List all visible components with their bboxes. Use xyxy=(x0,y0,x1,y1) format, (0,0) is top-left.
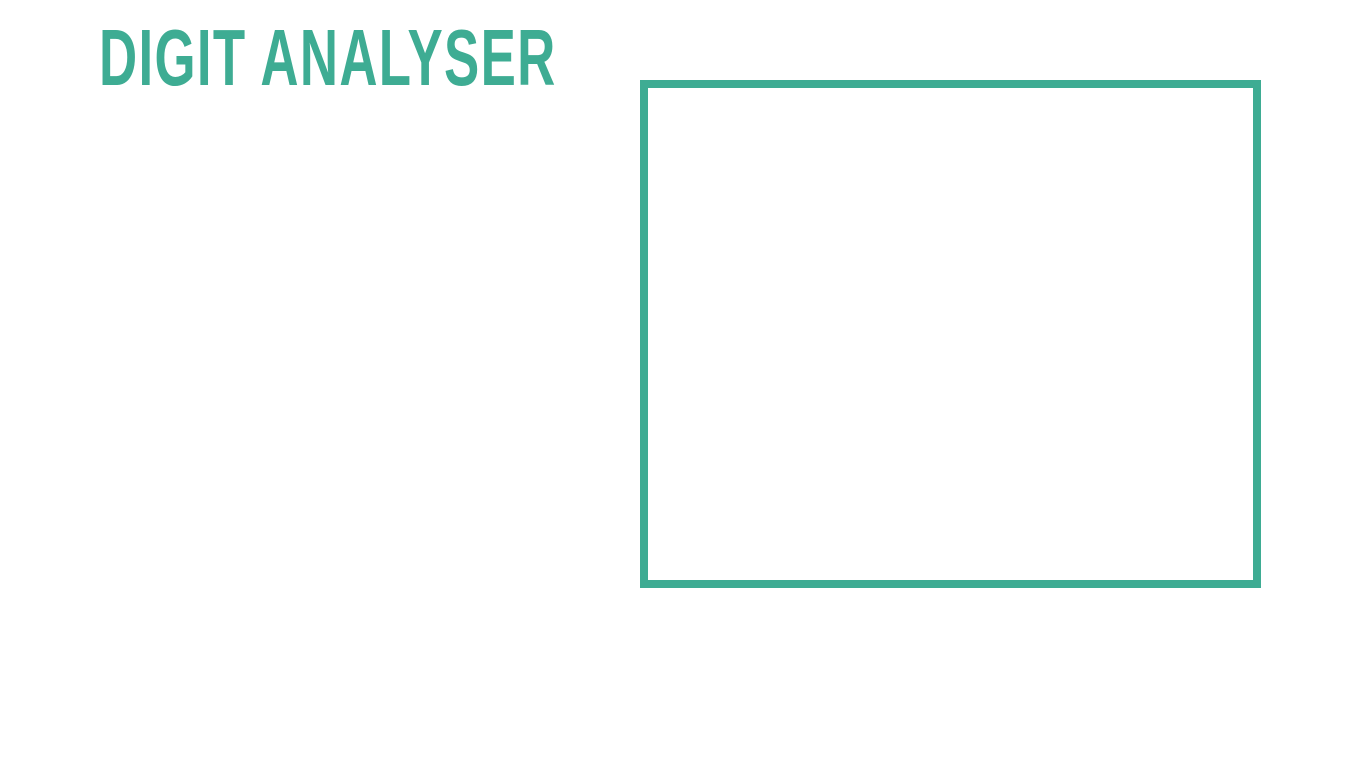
page-title: DIGIT ANALYSER xyxy=(99,13,557,102)
drawing-canvas[interactable] xyxy=(640,80,1261,588)
